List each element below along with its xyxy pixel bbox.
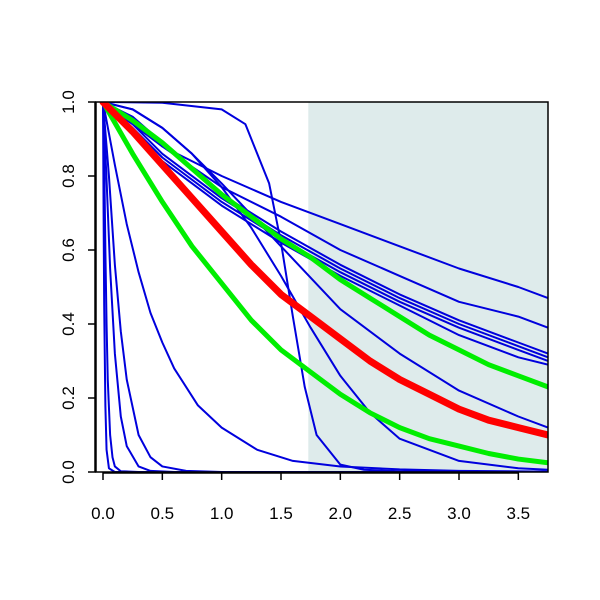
x-tick-label: 2.0 [329,504,353,523]
x-tick-label: 1.5 [269,504,293,523]
x-tick-label: 0.0 [91,504,115,523]
series-line-4 [102,102,548,359]
axes-layer: 0.0 0.5 1.0 1.5 2.0 2.5 3.0 3.5 0.0 0.2 0.4 0.6 0.8 1… [59,90,530,523]
x-tick-label: 3.5 [507,504,531,523]
series-line-15 [100,102,548,390]
y-tick-label: 0.4 [59,312,78,336]
series-line-11 [102,102,548,472]
y-tick-label: 0.0 [59,460,78,484]
y-tick-label: 1.0 [59,90,78,114]
shaded-region [308,102,548,472]
y-tick-label: 0.2 [59,386,78,410]
y-tick-label: 0.6 [59,238,78,262]
x-tick-label: 1.0 [210,504,234,523]
series-line-12 [102,102,548,472]
series-line-1 [102,102,548,300]
y-tick-label: 0.8 [59,164,78,188]
shaded-region-layer [308,102,548,472]
series-line-16 [100,102,548,466]
x-tick-label: 0.5 [151,504,175,523]
series-line-17 [99,102,548,439]
x-tick-label: 2.5 [388,504,412,523]
plot-frame [95,101,549,473]
series-layer [99,102,548,472]
x-tick-label: 3.0 [447,504,471,523]
series-line-10 [102,102,548,472]
